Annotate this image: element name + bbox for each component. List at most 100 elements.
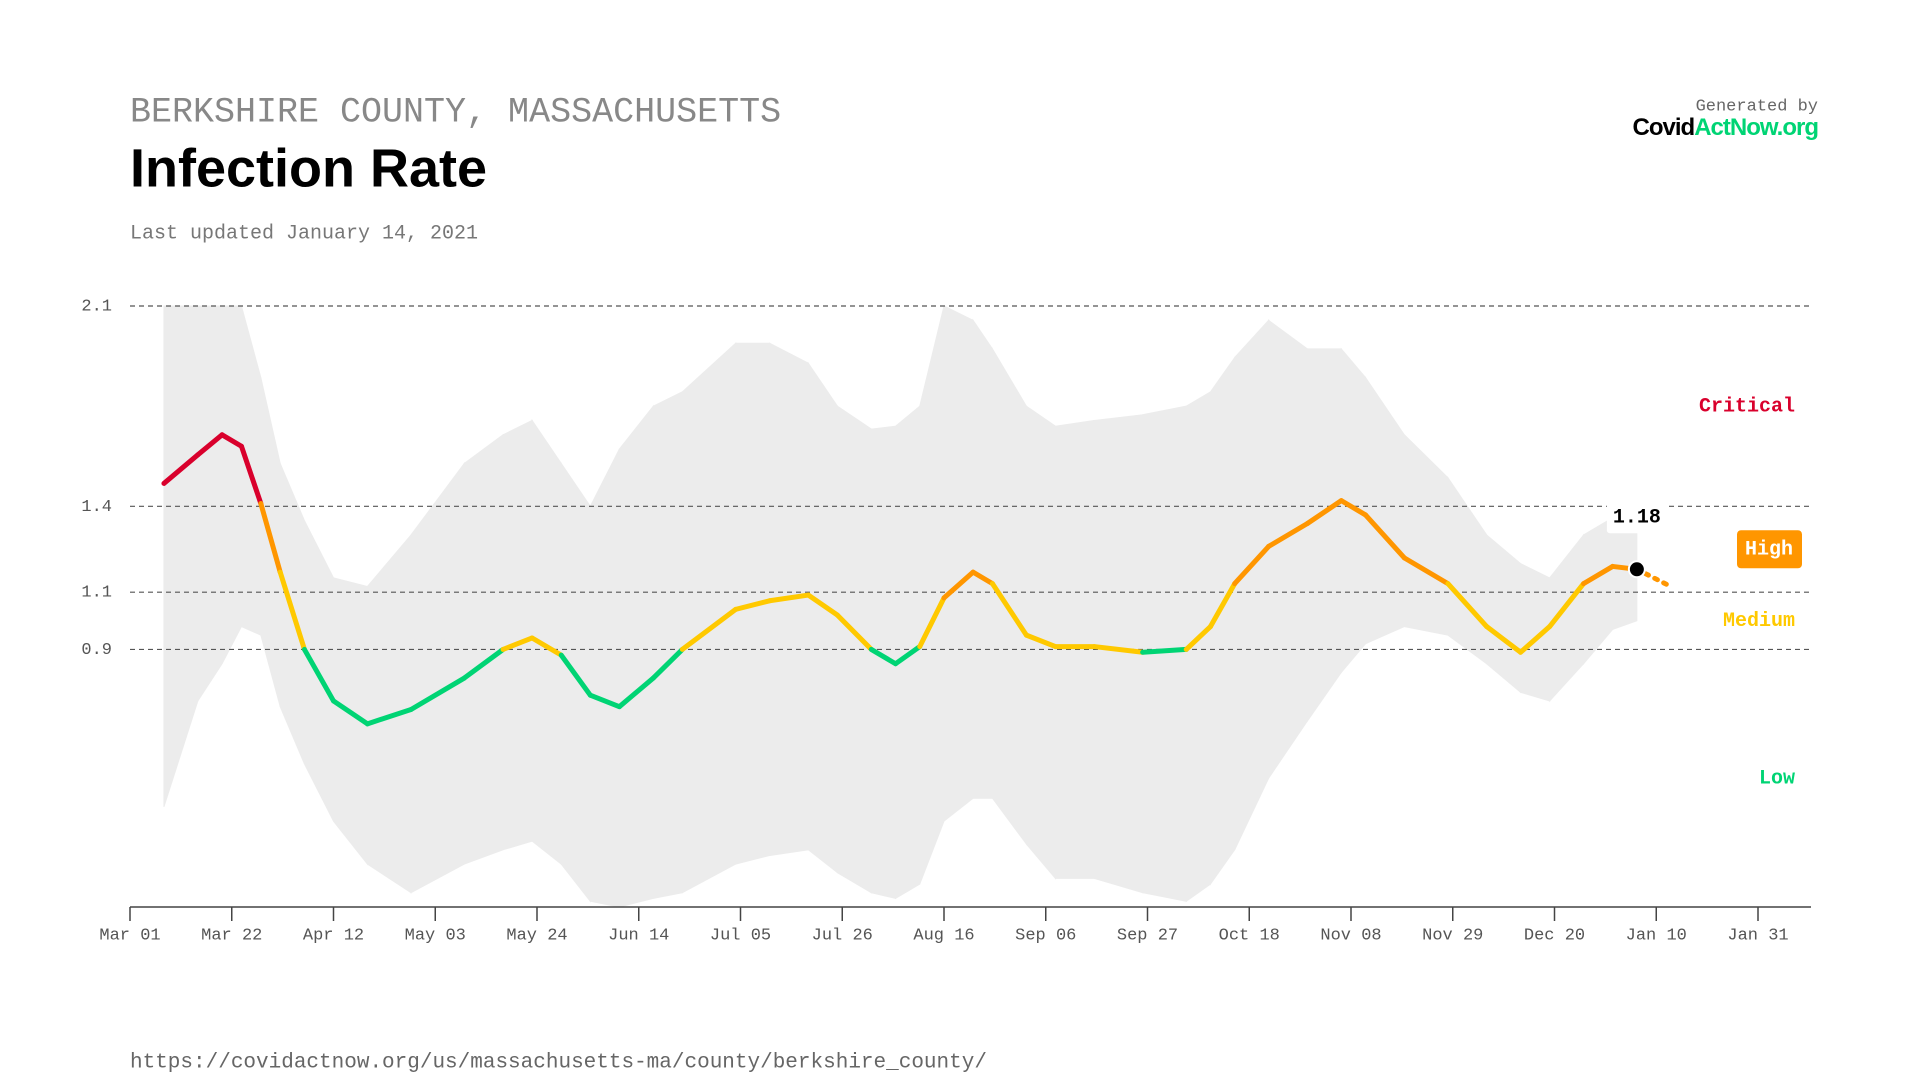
line-segment [161, 452, 201, 486]
subtitle: BERKSHIRE COUNTY, MASSACHUSETTS [130, 92, 781, 132]
uncertainty-band [807, 361, 838, 874]
line-segment [1518, 624, 1553, 655]
logo-part: ActNow.org [1694, 114, 1818, 141]
line-segment [989, 581, 1029, 638]
line-segment [1266, 521, 1310, 549]
x-tick-label: Mar 22 [201, 926, 262, 945]
uncertainty-band [410, 461, 465, 894]
zone-label: High [1745, 539, 1793, 562]
y-tick-label: 2.1 [81, 297, 112, 316]
line-segment [834, 612, 874, 652]
uncertainty-band [919, 305, 945, 885]
line-segment [868, 646, 899, 667]
x-tick-label: Oct 18 [1219, 926, 1280, 945]
uncertainty-band [502, 419, 533, 851]
updated: Last updated January 14, 2021 [130, 222, 478, 245]
line-segment [258, 500, 283, 575]
line-segment [1304, 498, 1344, 527]
generated-by: Generated by [1696, 97, 1818, 116]
x-tick-label: Sep 27 [1117, 926, 1178, 945]
x-tick-label: Apr 12 [303, 926, 364, 945]
x-tick-label: Aug 16 [913, 926, 974, 945]
line-segment [1445, 581, 1490, 630]
line-segment [1581, 563, 1616, 587]
line-segment [408, 675, 467, 713]
line-segment [1401, 555, 1451, 587]
uncertainty-band [1234, 319, 1270, 850]
x-tick-label: Jul 26 [812, 926, 873, 945]
line-segment [238, 443, 264, 506]
line-segment [893, 644, 923, 667]
x-tick-label: Dec 20 [1524, 926, 1585, 945]
line-segment [1023, 632, 1058, 650]
y-tick-label: 0.9 [81, 641, 112, 660]
value-label: 1.18 [1613, 507, 1661, 530]
line-segment [1363, 512, 1407, 561]
x-tick-label: Jun 14 [608, 926, 669, 945]
line-segment [941, 569, 976, 601]
uncertainty-band [221, 305, 242, 664]
line-segment [733, 598, 773, 612]
x-tick-label: Jan 31 [1727, 926, 1788, 945]
line-layer: 1.18 [161, 432, 1674, 727]
uncertainty-band [618, 404, 654, 908]
uncertainty-band [197, 305, 223, 703]
x-tick-label: May 03 [405, 926, 466, 945]
uncertainty-band [560, 461, 591, 903]
x-tick-label: Nov 08 [1320, 926, 1381, 945]
line-segment [195, 432, 225, 458]
line-segment [331, 698, 370, 727]
line-segment [301, 646, 336, 704]
uncertainty-band [652, 391, 683, 900]
url: https://covidactnow.org/us/massachusetts… [130, 1052, 987, 1075]
line-segment [461, 646, 506, 681]
y-tick-label: 1.1 [81, 584, 112, 603]
line-segment [970, 569, 995, 587]
uncertainty-band [972, 318, 993, 799]
line-segment [917, 595, 947, 650]
line-segment [219, 432, 244, 449]
line-segment [1091, 644, 1146, 655]
line-segment [1207, 581, 1238, 630]
line-segment [767, 592, 811, 604]
zone-label: Critical [1699, 395, 1795, 418]
line-segment [805, 592, 840, 618]
label-layer: Low Medium High Critical [1699, 395, 1802, 790]
line-segment [364, 707, 414, 727]
uncertainty-band [1268, 319, 1308, 780]
logo: CovidActNow.org [1633, 114, 1819, 141]
x-tick-label: Jul 05 [710, 926, 771, 945]
line-segment [1140, 646, 1189, 655]
line-segment [1338, 498, 1369, 518]
uncertainty-band [1306, 348, 1342, 723]
line-segment [587, 692, 622, 710]
zone-label: Medium [1723, 610, 1795, 633]
line-segment [1183, 624, 1213, 652]
band-layer [163, 305, 1638, 908]
x-tick-label: Mar 01 [99, 926, 160, 945]
x-tick-label: Nov 29 [1422, 926, 1483, 945]
line-segment [558, 652, 593, 698]
uncertainty-band [589, 448, 620, 908]
projection-line [1634, 566, 1674, 589]
zone-highlight [1737, 530, 1802, 569]
line-segment [1232, 543, 1272, 587]
y-tick-label: 1.4 [81, 498, 112, 517]
line-segment [679, 606, 739, 652]
zone-label: Low [1759, 767, 1795, 790]
line-segment [529, 635, 564, 658]
value-label-bg [1606, 499, 1667, 534]
last-point [1627, 560, 1646, 579]
line-segment [277, 569, 307, 652]
uncertainty-band [991, 347, 1027, 846]
line-segment [650, 646, 685, 681]
grid-layer: 0.9 1.1 1.4 2.1 Mar 01 Mar 22 Apr 12 May 03 May … [81, 297, 1811, 945]
logo-part: Covid [1633, 114, 1695, 141]
x-tick-label: May 24 [506, 926, 567, 945]
line-segment [1547, 581, 1587, 630]
uncertainty-band [943, 305, 974, 823]
chart-title: Infection Rate [130, 138, 487, 198]
line-segment [500, 635, 535, 652]
